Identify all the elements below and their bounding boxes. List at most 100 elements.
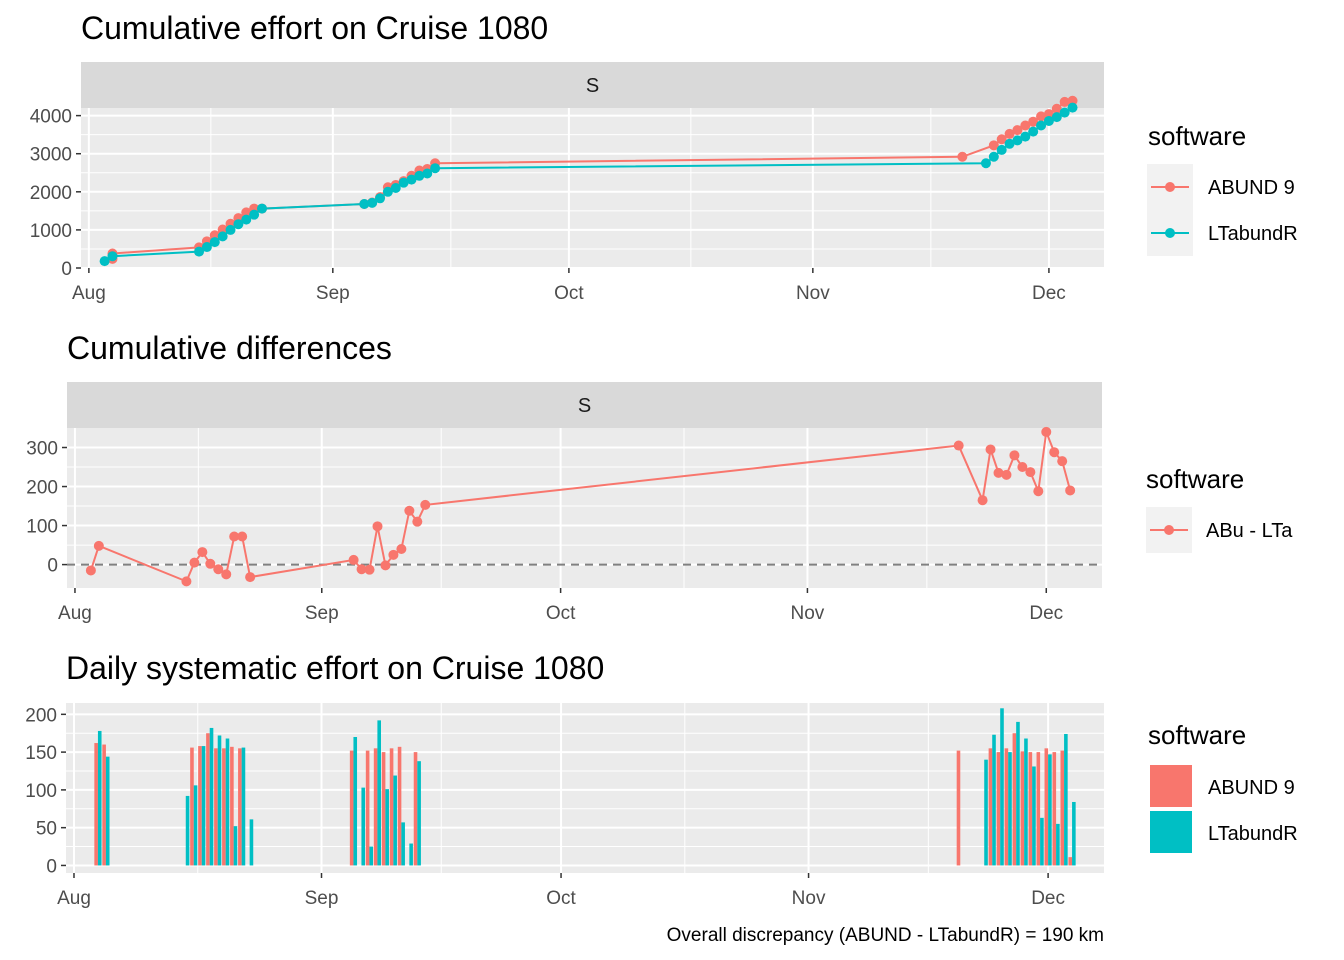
x-tick-label: Aug [72,283,106,304]
data-point [1065,485,1076,496]
x-tick-label: Nov [796,283,830,304]
data-point [382,186,393,197]
bar [1052,752,1057,866]
bar [361,787,366,866]
panel2-strip [67,382,1102,428]
x-tick-label: Nov [792,888,826,909]
legend3-key-abund [1150,765,1192,807]
panel1-y-axis: 0 1000 2000 3000 4000 [30,107,81,280]
panel1-plot-background [81,108,1104,268]
data-point [1051,103,1062,114]
data-point [420,499,431,510]
bar [1000,708,1004,866]
legend2-title: software [1146,464,1244,494]
bar [1068,857,1073,866]
bar [996,752,1001,866]
legend1-key-ltabundr-point [1165,228,1175,238]
panel3-title: Daily systematic effort on Cruise 1080 [66,650,604,686]
bar [214,748,218,866]
bar [222,748,226,866]
data-point [213,564,224,575]
bar [190,747,194,866]
data-point [985,444,996,455]
data-point [1028,126,1039,137]
bar [397,746,402,866]
bar [206,733,210,866]
data-point [1012,135,1023,146]
panel2-plot-background [67,428,1102,588]
legend3-label-ltabundr: LTabundR [1208,823,1298,845]
bar [1036,752,1041,866]
data-point [356,564,367,575]
data-point [977,495,988,506]
bar [193,785,198,866]
caption: Overall discrepancy (ABUND - LTabundR) =… [667,925,1104,946]
data-point [414,170,425,181]
data-point [364,564,375,575]
bar [393,775,397,866]
x-tick-label: Dec [1029,603,1063,624]
data-point [372,521,383,532]
legend2-label-diff: ABu - LTa [1206,520,1293,542]
panel3-plot-background [66,703,1104,873]
bar [1056,823,1060,866]
legend1-label-abund: ABUND 9 [1208,177,1295,199]
data-point [1059,107,1070,118]
data-point [1043,109,1054,120]
bar [413,752,418,866]
data-point [1057,456,1068,467]
data-point [1033,486,1044,497]
bar [373,748,378,866]
data-point [189,557,200,568]
data-point [197,547,208,558]
data-point [1017,462,1028,473]
data-point [1004,128,1015,139]
x-tick-label: Sep [305,888,339,909]
data-point [1041,426,1052,437]
bar [249,819,254,866]
bar [1028,752,1033,866]
data-point [953,440,964,451]
x-tick-label: Nov [791,603,825,624]
bar [1020,751,1025,866]
data-point [221,569,232,580]
data-point [1020,120,1031,131]
bar [1048,754,1052,866]
bar [417,761,421,866]
data-point [1059,96,1070,107]
y-tick-label: 150 [25,743,57,764]
data-point [957,151,968,162]
bar [381,752,386,866]
legend3-key-ltabundr [1150,811,1192,853]
x-tick-label: Dec [1031,888,1065,909]
data-point [1020,131,1031,142]
panel2-x-axis: Aug Sep Oct Nov Dec [58,588,1063,624]
data-point [404,505,415,516]
bar [233,826,238,866]
bar [988,748,993,866]
data-point [209,230,220,241]
bar [102,744,106,866]
bar [992,734,996,866]
y-tick-label: 50 [36,819,57,840]
x-tick-label: Aug [58,603,92,624]
panel3-x-axis: Aug Sep Oct Nov Dec [57,873,1065,909]
x-tick-label: Oct [546,888,576,909]
data-point [181,576,192,587]
y-tick-label: 0 [61,259,72,280]
bar [230,746,234,866]
panel1-strip [81,62,1104,108]
x-tick-label: Oct [554,283,584,304]
data-point [1036,120,1047,131]
data-point [99,256,110,267]
data-point [93,540,104,551]
x-tick-label: Dec [1032,283,1066,304]
data-point [422,168,433,179]
data-point [980,158,991,169]
panel2-gridlines [67,428,1102,588]
data-point [1025,467,1036,478]
data-point [1036,111,1047,122]
bar [385,789,389,866]
bar [1040,817,1044,866]
bar [377,720,381,866]
